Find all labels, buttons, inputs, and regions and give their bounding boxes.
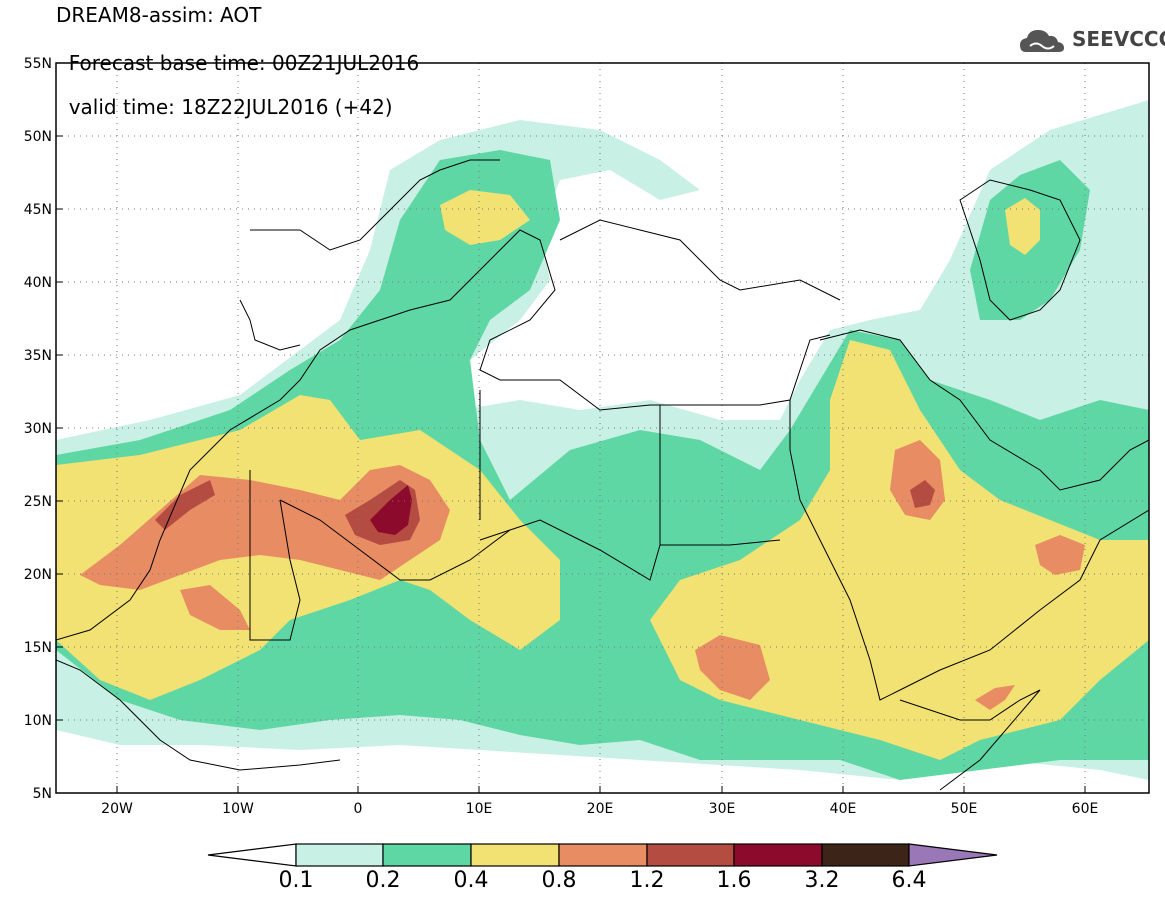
colorbar-label: 6.4 [891, 868, 927, 893]
lat-tick-label: 30N [24, 421, 52, 437]
lat-tick-label: 20N [24, 567, 52, 583]
logo-text: SEEVCCC [1072, 27, 1165, 51]
colorbar-bin [558, 843, 648, 867]
colorbar-bin [382, 843, 472, 867]
lat-tick-label: 25N [24, 494, 52, 510]
colorbar-bin [295, 843, 384, 867]
colorbar-bin [733, 843, 823, 867]
lon-tick-label: 0 [354, 801, 363, 817]
lon-tick-label: 20W [101, 801, 133, 817]
lat-tick-label: 40N [24, 275, 52, 291]
lat-tick-label: 15N [24, 640, 52, 656]
graticule [56, 63, 1149, 793]
colorbar-label: 3.2 [804, 868, 840, 893]
colorbar-label: 0.1 [278, 868, 314, 893]
colorbar-label: 1.6 [716, 868, 752, 893]
tick-marks [56, 135, 1086, 793]
aot-layer-04-east [650, 340, 1149, 760]
coastlines [56, 159, 1149, 791]
aot-layer-08 [80, 465, 450, 590]
lon-tick-label: 30E [709, 801, 736, 817]
lon-tick-label: 60E [1072, 801, 1099, 817]
lon-tick-label: 10W [222, 801, 254, 817]
lat-tick-label: 55N [24, 56, 52, 72]
cloud-logo-icon [1020, 30, 1064, 52]
colorbar-label: 0.8 [541, 868, 577, 893]
lon-tick-label: 10E [466, 801, 493, 817]
colorbar-over-arrow [908, 843, 998, 867]
lat-tick-label: 5N [33, 786, 52, 802]
aot-layer-08-oman [1035, 535, 1085, 575]
map-title: DREAM8-assim: AOT [56, 3, 262, 27]
aot-layer-08-sudan [695, 635, 770, 700]
lat-tick-label: 10N [24, 713, 52, 729]
aot-layer-08-mali [180, 585, 250, 630]
aot-layer-04-caspian [1005, 198, 1040, 255]
colorbar [207, 843, 998, 867]
colorbar-bin [646, 843, 735, 867]
lon-tick-label: 20E [587, 801, 614, 817]
colorbar-under-arrow [207, 843, 297, 867]
colorbar-bin [821, 843, 910, 867]
lat-tick-label: 45N [24, 202, 52, 218]
aot-layer-04-italy [440, 190, 530, 245]
aot-layer-08-somalia [975, 685, 1015, 710]
aot-layer-12-arabia [910, 480, 935, 508]
lat-tick-label: 50N [24, 129, 52, 145]
colorbar-label: 1.2 [629, 868, 665, 893]
aot-field [56, 100, 1149, 780]
colorbar-label: 0.2 [365, 868, 401, 893]
colorbar-bin [470, 843, 560, 867]
lat-tick-label: 35N [24, 348, 52, 364]
valid-time-label: valid time: 18Z22JUL2016 (+42) [68, 95, 393, 119]
colorbar-label: 0.4 [453, 868, 489, 893]
lon-tick-label: 40E [830, 801, 857, 817]
lon-tick-label: 50E [951, 801, 978, 817]
aot-layer-16 [370, 485, 412, 535]
